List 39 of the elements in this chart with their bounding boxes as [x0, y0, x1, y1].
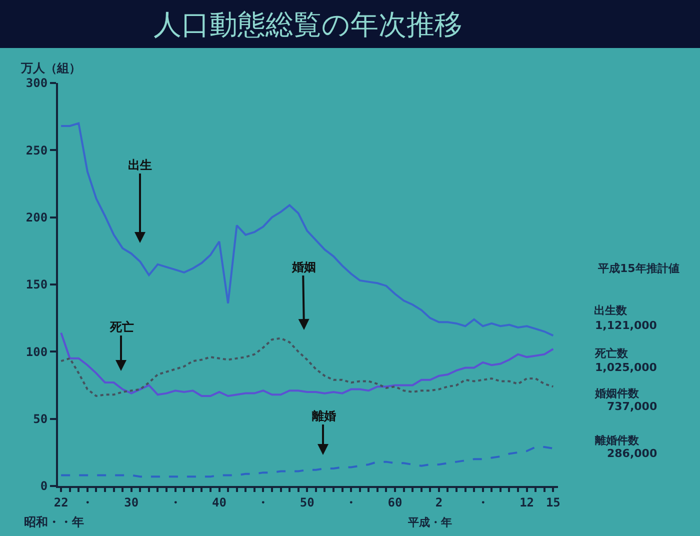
text: 死亡数 — [594, 347, 629, 360]
y-tick-label: 0 — [40, 479, 48, 494]
x-tick-label: 50 — [300, 495, 314, 510]
text: 286,000 — [607, 447, 658, 460]
line-series — [60, 122, 554, 337]
x-tick-label: 2 — [435, 495, 443, 510]
annotation: 婚姻 — [291, 260, 316, 274]
x-tick-label: 60 — [388, 495, 402, 510]
annotation: 出生 — [128, 158, 152, 172]
annotation: 死亡 — [109, 320, 134, 334]
y-tick-label: 200 — [26, 210, 48, 225]
x-tick-label: ・ — [169, 495, 182, 510]
x-tick-label: 12 — [520, 495, 534, 510]
x-tick-label: 40 — [212, 495, 226, 510]
text: 1,025,000 — [595, 361, 658, 374]
y-tick-label: 100 — [26, 344, 48, 359]
x-axis-title: 昭和・・年 — [24, 515, 84, 529]
x-tick-label: ・ — [476, 495, 489, 510]
text: 平成・年 — [407, 516, 452, 529]
x-tick-label: 15 — [546, 495, 560, 510]
text: 737,000 — [607, 400, 658, 413]
text: 平成15年推計値 — [597, 262, 680, 275]
x-tick-label: 30 — [124, 495, 139, 510]
y-tick-label: 300 — [26, 76, 48, 90]
x-tick-label: ・ — [257, 495, 270, 510]
x-tick-label: 22 — [54, 495, 68, 510]
y-tick-label: 150 — [26, 278, 48, 292]
text: 婚姻件数 — [594, 387, 640, 400]
text: 出生数 — [594, 304, 628, 317]
chart-title: 人口動態総覧の年次推移 — [154, 8, 462, 41]
text: 1,121,000 — [595, 319, 658, 332]
y-tick-label: 50 — [33, 412, 48, 426]
x-tick-label: ・ — [345, 495, 358, 510]
annotation: 離婚 — [311, 409, 336, 423]
x-tick-label: ・ — [81, 495, 94, 510]
y-axis-title: 万人（組） — [20, 61, 81, 75]
line-series — [60, 446, 554, 478]
y-tick-label: 250 — [26, 143, 48, 158]
text: 離婚件数 — [594, 434, 640, 447]
